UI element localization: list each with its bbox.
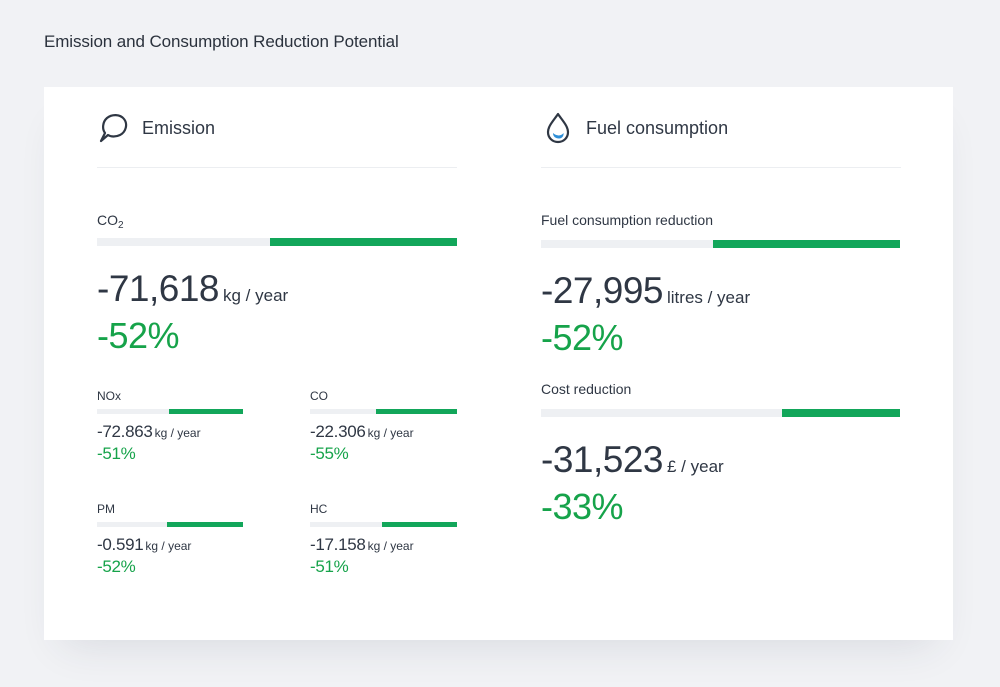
water-drop-icon: [541, 110, 577, 146]
cost-bar: [541, 409, 900, 417]
hc-percent: -51%: [310, 557, 349, 576]
emission-section: Emission CO2 -71,618 kg / year -52% NOx -…: [97, 87, 457, 576]
co-bar-fill: [376, 409, 457, 414]
fuel-consumption-unit: litres / year: [667, 288, 751, 307]
pm-value: -0.591: [97, 535, 144, 554]
co2-value: -71,618: [97, 268, 220, 309]
fuel-consumption-value-row: -27,995 litres / year: [541, 272, 900, 309]
nox-label: NOx: [97, 389, 121, 403]
hc-bar: [310, 522, 457, 527]
fuel-title: Fuel consumption: [586, 117, 729, 138]
pollutant-co: CO -22.306 kg / year -55%: [310, 389, 457, 464]
co2-percent: -52%: [97, 315, 180, 356]
hc-value: -17.158: [310, 535, 366, 554]
fuel-consumption-bar-fill: [713, 240, 900, 248]
pm-bar: [97, 522, 243, 527]
pollutant-hc: HC -17.158 kg / year -51%: [310, 502, 457, 577]
co-unit: kg / year: [367, 426, 414, 440]
fuel-consumption-label: Fuel consumption reduction: [541, 212, 713, 228]
cost-value-row: -31,523 £ / year: [541, 441, 900, 478]
co-label: CO: [310, 389, 328, 403]
pollutant-pm: PM -0.591 kg / year -52%: [97, 502, 243, 577]
co2-label: CO2: [97, 212, 124, 231]
speech-bubble-icon: [97, 110, 133, 146]
nox-bar: [97, 409, 243, 414]
pollutant-nox: NOx -72.863 kg / year -51%: [97, 389, 243, 464]
fuel-section: Fuel consumption Fuel consumption reduct…: [541, 87, 901, 525]
pm-label: PM: [97, 502, 115, 516]
reduction-card: Emission CO2 -71,618 kg / year -52% NOx -…: [44, 87, 953, 640]
cost-unit: £ / year: [667, 457, 724, 476]
emission-header: Emission: [97, 87, 457, 168]
nox-value: -72.863: [97, 422, 153, 441]
fuel-consumption-value: -27,995: [541, 270, 664, 311]
cost-value: -31,523: [541, 439, 664, 480]
co-percent: -55%: [310, 444, 349, 463]
page-title: Emission and Consumption Reduction Poten…: [44, 32, 399, 51]
pm-percent: -52%: [97, 557, 136, 576]
cost-metric: Cost reduction -31,523 £ / year -33%: [541, 381, 900, 525]
cost-bar-fill: [781, 409, 900, 417]
fuel-consumption-percent: -52%: [541, 317, 624, 358]
nox-percent: -51%: [97, 444, 136, 463]
co2-unit: kg / year: [223, 286, 289, 305]
emission-title: Emission: [142, 117, 216, 138]
cost-label: Cost reduction: [541, 381, 632, 397]
co2-value-row: -71,618 kg / year: [97, 270, 457, 307]
co2-bar: [97, 238, 457, 246]
cost-percent: -33%: [541, 486, 624, 527]
co2-bar-fill: [269, 238, 457, 246]
hc-label: HC: [310, 502, 328, 516]
co2-metric: CO2 -71,618 kg / year -52%: [97, 212, 457, 354]
pm-unit: kg / year: [145, 539, 192, 553]
fuel-header: Fuel consumption: [541, 87, 901, 168]
hc-bar-fill: [382, 522, 457, 527]
fuel-consumption-bar: [541, 240, 900, 248]
hc-unit: kg / year: [367, 539, 414, 553]
pm-bar-fill: [167, 522, 243, 527]
co-value: -22.306: [310, 422, 366, 441]
nox-unit: kg / year: [154, 426, 201, 440]
nox-bar-fill: [168, 409, 243, 414]
fuel-consumption-metric: Fuel consumption reduction -27,995 litres…: [541, 212, 900, 356]
co-bar: [310, 409, 457, 414]
